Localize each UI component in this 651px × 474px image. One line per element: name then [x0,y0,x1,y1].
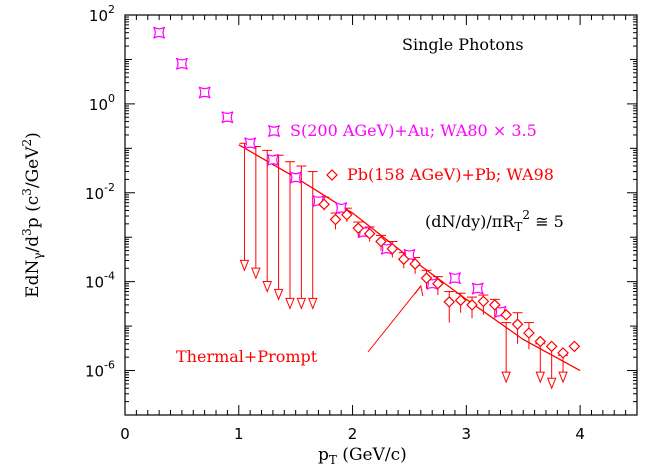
marker-layer [153,26,581,359]
upper-limit-arrow [273,288,284,301]
upper-limit-arrow [307,297,318,310]
x-tick-label: 4 [575,425,585,443]
wa98-point [557,347,569,359]
wa98-point [420,272,433,284]
y-axis-label: EdNγ/d3p (c3/GeV2) [20,132,45,298]
formula-annotation: (dN/dy)/πRT2 ≅ 5 [425,208,564,234]
wa98-point [432,277,444,290]
x-tick-label: 3 [462,425,472,443]
chart-title: Single Photons [402,35,524,54]
wa98-point [523,327,535,339]
wa98-point [477,295,490,308]
upper-limit-arrow [251,267,261,280]
wa80-point [266,153,279,166]
wa80-point [471,282,484,295]
upper-limit-arrow [296,297,307,310]
y-tick-label: 10-2 [85,181,115,203]
x-axis-label: pT (GeV/c) [318,445,407,467]
legend-wa98-marker [326,169,338,181]
upper-limit-arrow [535,371,546,384]
wa98-point [386,242,399,255]
wa98-point [534,335,547,348]
y-tick-label: 10-4 [85,270,115,292]
wa98-point [375,235,387,248]
y-tick-label: 100 [89,92,115,114]
upper-limit-layer [239,142,569,390]
wa98-point [443,296,456,308]
legend-red-marker [326,169,338,181]
upper-limit-arrow [285,297,295,310]
wa80-point [175,57,188,70]
wa98-point [341,208,353,221]
wa98-point [318,198,330,211]
wa98-point [545,340,558,353]
y-tick-label: 102 [89,3,115,25]
axis-ticks [124,14,638,416]
wa98-point [500,308,513,321]
wa80-point [244,137,257,150]
wa80-point [289,171,302,184]
wa98-point [363,227,376,240]
legend-red-label: Pb(158 AGeV)+Pb; WA98 [347,165,554,184]
wa98-point [488,299,501,311]
upper-limit-arrow [558,371,568,384]
wa98-point [397,253,410,266]
wa98-point [568,340,581,353]
legend-magenta-label: S(200 AGeV)+Au; WA80 × 3.5 [290,121,537,140]
legend-red: Pb(158 AGeV)+Pb; WA98 [326,165,554,184]
curve-arrow-head [414,284,424,297]
plot-frame [124,14,638,416]
y-tick-labels: 102 100 10-2 10-4 10-6 [85,3,115,381]
legend-magenta: S(200 AGeV)+Au; WA80 × 3.5 [267,121,537,140]
wa98-point [352,222,365,234]
curve-label-arrow [367,285,422,353]
upper-limit-arrow [239,259,250,272]
wa80-point [198,86,211,99]
wa80-point [448,272,461,285]
wa98-point [329,213,342,226]
y-tick-label: 10-6 [85,359,115,381]
upper-limit-arrow [546,377,557,390]
upper-limit-arrow [501,371,511,384]
x-tick-label: 1 [234,425,244,443]
legend-magenta-marker [267,124,281,138]
wa98-point [466,299,478,311]
wa80-point [153,26,166,39]
x-tick-labels: 0 1 2 3 4 [120,425,585,443]
x-tick-label: 0 [120,425,130,443]
x-tick-label: 2 [348,425,358,443]
wa98-point [409,258,421,270]
upper-limit-arrow [262,281,272,293]
wa80-point [221,111,234,124]
wa98-point [511,318,524,331]
legend-wa80-marker [267,124,281,138]
wa98-point [454,294,467,307]
curve-label: Thermal+Prompt [176,347,318,366]
